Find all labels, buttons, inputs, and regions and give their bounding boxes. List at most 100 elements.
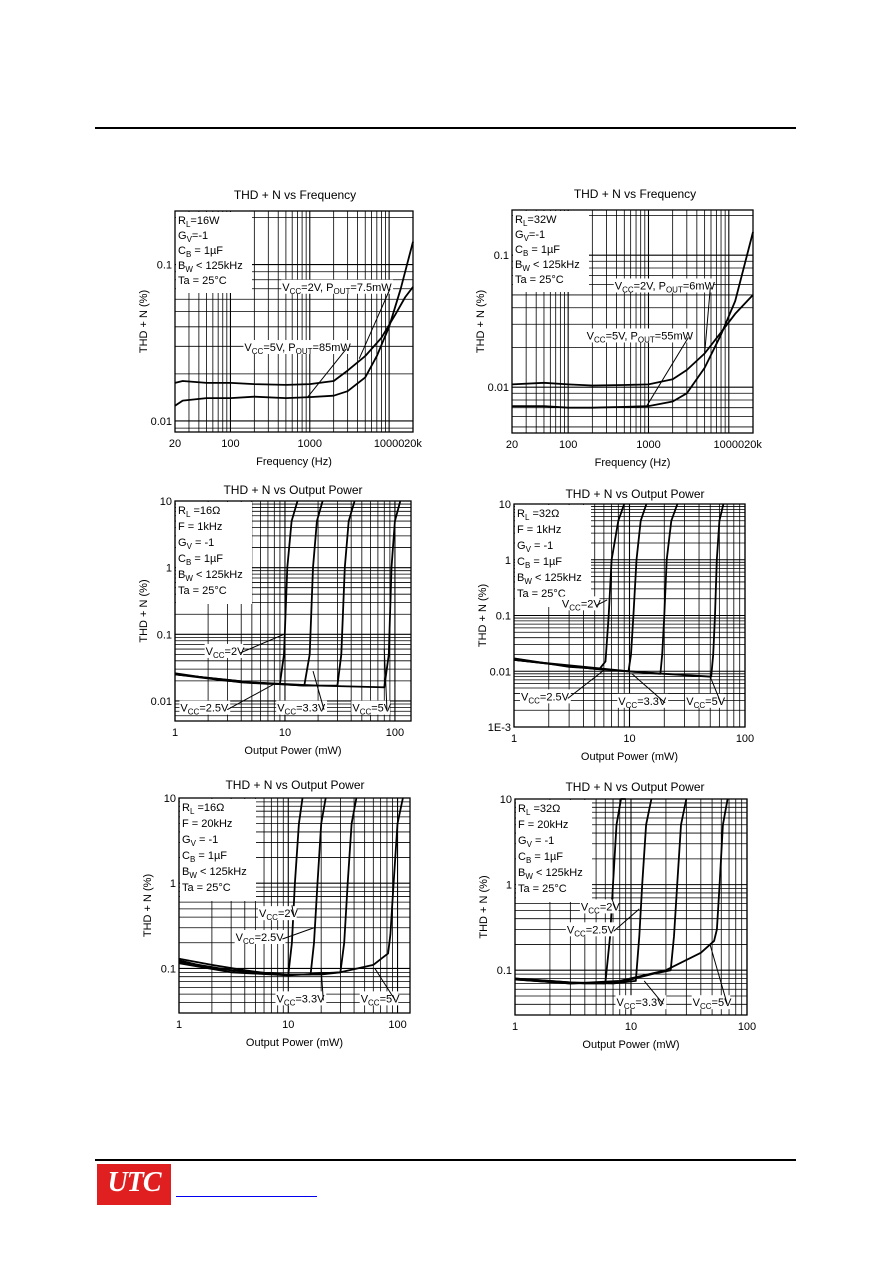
condition-text: Ta = 25°C [517, 588, 566, 600]
condition-text: F = 1kHz [517, 524, 561, 536]
condition-text: BW < 125kHz [515, 259, 580, 273]
x-tick-label: 20k [744, 439, 762, 451]
annotation-leader [709, 676, 722, 704]
x-tick-label: 20 [169, 438, 181, 450]
annotation-bg [560, 596, 600, 611]
y-tick-label: 0.01 [151, 416, 172, 428]
annotation-label: VCC=5V [361, 993, 400, 1007]
annotation-bg [585, 328, 692, 343]
annotation-bg [204, 643, 244, 658]
x-axis-label: Output Power (mW) [582, 1039, 679, 1051]
annotation-leader [383, 649, 388, 710]
annotation-label: VCC=3.3V [617, 997, 666, 1011]
y-tick-label: 1 [506, 880, 512, 892]
x-tick-label: 1 [172, 727, 178, 739]
annotation-bg [179, 700, 231, 715]
condition-text: GV = -1 [518, 835, 554, 849]
series-line-2 [174, 500, 324, 687]
series-line-3 [178, 797, 358, 976]
x-tick-label: 10 [623, 733, 635, 745]
condition-text: RL=32W [515, 214, 557, 228]
y-tick-label: 0.1 [157, 260, 172, 272]
annotation-leader [567, 668, 606, 699]
series-line-4 [513, 503, 725, 678]
annotation-label: VCC=5V [693, 997, 732, 1011]
annotation-bg [243, 340, 350, 355]
logo-text: UTC [107, 1167, 162, 1198]
series-line-2 [512, 231, 754, 409]
footer-rule [95, 1159, 796, 1161]
condition-text: GV = -1 [517, 540, 553, 554]
annotation-label: VCC=2V [581, 901, 620, 915]
annotation-bg [520, 689, 571, 704]
condition-text: GV = -1 [178, 537, 214, 551]
x-tick-label: 1000 [298, 438, 322, 450]
y-tick-label: 10 [164, 793, 176, 805]
y-tick-label: 0.1 [496, 611, 511, 623]
y-tick-label: 1 [505, 555, 511, 567]
annotation-bg [359, 991, 399, 1006]
y-axis-label: THD + N (%) [477, 584, 489, 647]
annotation-leader [704, 287, 711, 354]
condition-text: GV=-1 [178, 230, 208, 244]
x-tick-label: 1 [176, 1019, 182, 1031]
conditions-box [180, 799, 256, 901]
y-tick-label: 0.01 [488, 382, 509, 394]
x-axis-label: Frequency (Hz) [256, 456, 332, 468]
x-tick-label: 1 [512, 1021, 518, 1033]
conditions-box [176, 502, 252, 604]
condition-text: Ta = 25°C [182, 882, 231, 894]
condition-text: BW < 125kHz [178, 569, 243, 583]
annotation-label: VCC=5V [352, 703, 391, 717]
y-axis-label: THD + N (%) [138, 290, 150, 353]
series-line-3 [174, 500, 356, 687]
condition-text: Ta = 25°C [515, 274, 564, 286]
annotation-leader [320, 968, 324, 1001]
annotation-label: VCC=2V [562, 598, 601, 612]
series-line-3 [513, 503, 679, 675]
condition-text: RL =16Ω [178, 505, 220, 519]
condition-text: BW < 125kHz [518, 867, 583, 881]
annotation-label: VCC=5V [686, 696, 725, 710]
y-tick-label: 10 [500, 794, 512, 806]
footer-link[interactable] [176, 1196, 317, 1197]
plot-frame [174, 500, 412, 722]
utc-logo: UTC [97, 1164, 171, 1205]
x-tick-label: 10000 [374, 438, 405, 450]
annotation-bg [275, 991, 327, 1006]
annotation-leader [226, 683, 275, 711]
condition-text: RL =32Ω [518, 803, 560, 817]
y-tick-label: 0.1 [494, 250, 509, 262]
condition-text: CB = 1µF [178, 553, 223, 567]
annotation-bg [351, 700, 390, 715]
series-line-1 [513, 503, 626, 670]
x-tick-label: 10 [279, 727, 291, 739]
condition-text: CB = 1µF [517, 556, 562, 570]
condition-text: CB = 1µF [178, 245, 223, 259]
chart-title: THD + N vs Output Power [223, 483, 362, 497]
series-line-4 [174, 500, 402, 689]
annotation-leader [291, 905, 295, 916]
series-line-1 [174, 286, 414, 386]
plot-frame [178, 797, 411, 1014]
annotation-label: VCC=2.5V [567, 924, 616, 938]
conditions-box [516, 800, 592, 902]
series-line-2 [178, 797, 327, 976]
series-line-2 [513, 503, 648, 673]
y-tick-label: 0.1 [497, 965, 512, 977]
plot-frame [511, 209, 754, 434]
annotation-bg [276, 700, 328, 715]
y-tick-label: 10 [160, 496, 172, 508]
chart-title: THD + N vs Output Power [565, 487, 704, 501]
annotation-label: VCC=2V, POUT=6mW [615, 280, 716, 294]
annotation-bg [281, 279, 394, 294]
annotation-label: VCC=3.3V [276, 993, 325, 1007]
condition-text: BW < 125kHz [178, 260, 243, 274]
series-line-2 [174, 241, 414, 407]
plot-frame [514, 798, 748, 1016]
annotation-leader [611, 897, 616, 909]
chart-title: THD + N vs Frequency [574, 187, 696, 201]
x-tick-label: 100 [559, 439, 577, 451]
annotation-leader [374, 968, 396, 1001]
